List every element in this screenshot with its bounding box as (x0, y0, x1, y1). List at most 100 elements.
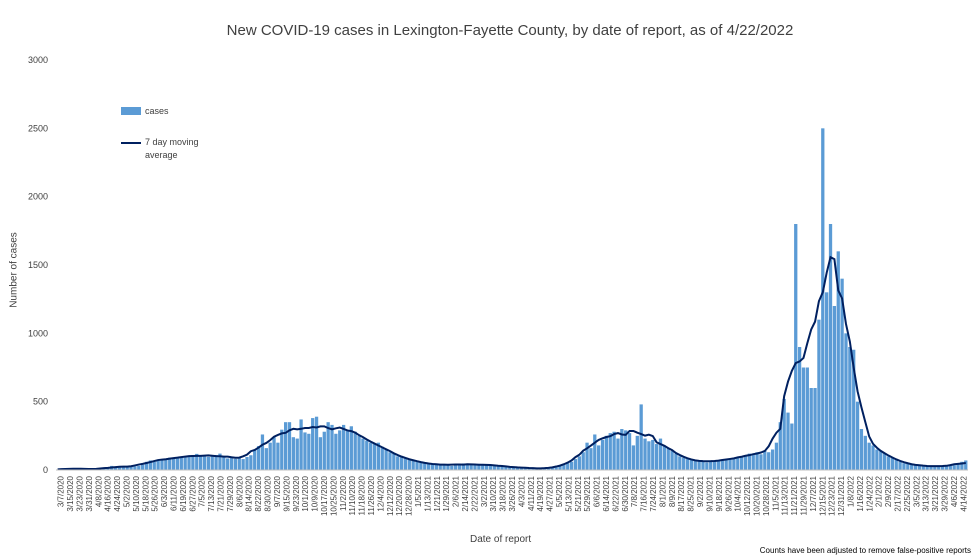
bar (863, 435, 867, 470)
bar (736, 457, 740, 470)
x-tick-label: 7/8/2021 (630, 475, 639, 507)
bar (423, 463, 427, 470)
bar (770, 449, 775, 470)
bar (144, 461, 149, 470)
x-tick-label: 3/2/2021 (480, 475, 489, 507)
x-tick-label: 9/23/2020 (292, 475, 301, 511)
bar (751, 454, 755, 470)
bar (875, 449, 879, 470)
bar (512, 466, 516, 470)
legend-item-cases: cases (121, 105, 215, 118)
x-tick-label: 10/20/2021 (752, 475, 761, 516)
x-tick-label: 3/15/2020 (66, 475, 75, 511)
x-tick-label: 9/7/2020 (273, 475, 282, 507)
bar (867, 442, 871, 470)
x-tick-label: 8/9/2021 (668, 475, 677, 507)
bar (314, 416, 319, 470)
bar (171, 458, 176, 470)
bar (902, 463, 906, 470)
bar (685, 459, 690, 470)
bar (763, 450, 767, 470)
bar (855, 401, 860, 470)
bar (635, 435, 639, 470)
bar (674, 453, 678, 470)
bar (407, 459, 411, 470)
x-tick-label: 11/10/2020 (348, 475, 357, 515)
bar (415, 461, 419, 470)
x-tick-label: 8/17/2021 (677, 475, 686, 511)
bar (264, 448, 268, 470)
x-tick-label: 5/10/2020 (132, 475, 141, 511)
bar (465, 464, 469, 470)
bar (276, 442, 280, 470)
bar (562, 464, 566, 470)
x-tick-label: 3/26/2021 (508, 475, 517, 511)
bar (639, 404, 643, 470)
bar (272, 437, 276, 470)
bar (515, 467, 520, 470)
x-tick-label: 3/31/2020 (85, 475, 94, 511)
bar (299, 419, 303, 470)
bar (790, 423, 794, 470)
x-tick-label: 6/11/2020 (170, 475, 179, 511)
bar (956, 464, 960, 470)
x-tick-label: 12/4/2020 (376, 475, 385, 511)
x-tick-label: 10/1/2020 (301, 475, 310, 511)
y-tick-label: 2500 (28, 123, 48, 133)
bar (353, 431, 357, 470)
bar (187, 457, 191, 470)
bar (627, 433, 632, 470)
x-tick-label: 5/18/2020 (141, 475, 150, 511)
x-tick-label: 12/12/2020 (386, 475, 395, 516)
bar (457, 464, 462, 470)
bar (709, 461, 713, 470)
legend-label-moving-average: 7 day moving average (145, 137, 199, 160)
bar (179, 457, 183, 470)
x-tick-label: 8/6/2020 (235, 475, 244, 507)
bar (654, 444, 659, 470)
x-tick-label: 10/9/2020 (311, 475, 320, 511)
bar (253, 449, 257, 470)
bar (291, 437, 296, 470)
bar (821, 128, 825, 470)
bar (338, 430, 342, 470)
bar (450, 465, 454, 470)
x-tick-label: 12/28/2020 (405, 475, 414, 516)
bar (175, 457, 180, 470)
x-tick-label: 12/7/2021 (809, 475, 818, 511)
bar (747, 453, 752, 470)
bar (624, 430, 628, 470)
bar (929, 466, 933, 470)
bar (809, 388, 813, 470)
moving-average-line (57, 255, 966, 471)
bar (260, 434, 265, 470)
x-tick-label: 3/13/2022 (922, 475, 931, 511)
bar (890, 457, 894, 470)
bar (318, 437, 323, 470)
x-tick-label: 8/1/2021 (658, 475, 667, 507)
bar (585, 442, 589, 470)
bar (168, 457, 172, 470)
bar (550, 467, 554, 470)
bar (797, 347, 802, 470)
x-tick-label: 10/25/2020 (329, 475, 338, 516)
bar (906, 463, 910, 470)
bar (767, 452, 771, 470)
bar (720, 460, 724, 470)
bar (917, 465, 922, 470)
bar (662, 445, 666, 470)
bar (689, 459, 694, 470)
bar (794, 224, 798, 470)
bar (593, 434, 597, 470)
bar (805, 367, 809, 470)
bar (643, 438, 647, 470)
bar (732, 458, 736, 470)
bar (508, 467, 512, 470)
bar (229, 457, 234, 470)
bar (801, 367, 806, 470)
bar (380, 446, 384, 470)
bar (446, 464, 450, 470)
bar (307, 433, 311, 470)
bar (782, 398, 786, 470)
